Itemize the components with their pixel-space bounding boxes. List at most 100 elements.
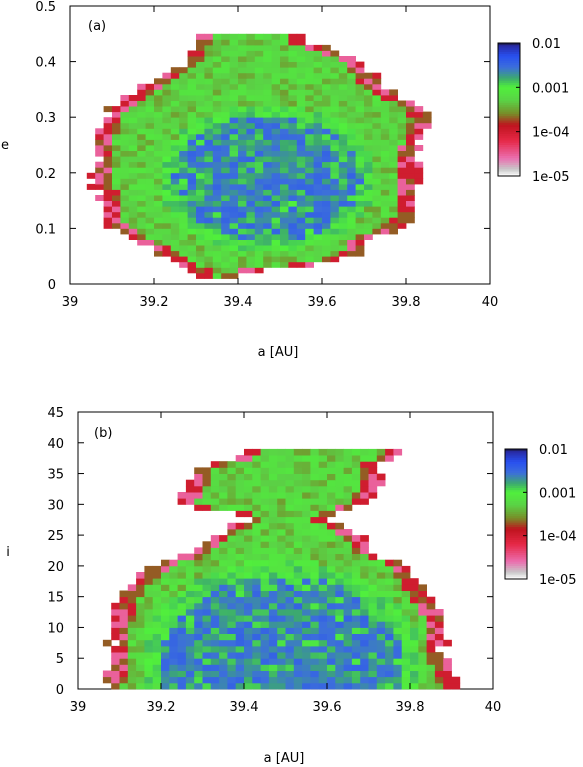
colorbar-segment xyxy=(498,109,520,113)
heatmap-cell xyxy=(280,217,289,224)
heatmap-cell xyxy=(355,172,365,179)
heatmap-cell xyxy=(152,664,162,671)
heatmap-cell xyxy=(268,479,278,487)
colorbar-segment xyxy=(505,529,527,532)
colorbar-segment xyxy=(505,540,527,543)
heatmap-cell xyxy=(313,211,323,218)
heatmap-cell xyxy=(187,256,197,263)
heatmap-cell xyxy=(154,239,163,246)
heatmap-cell xyxy=(351,565,361,573)
heatmap-cell xyxy=(410,621,419,628)
colorbar-segment xyxy=(498,116,520,119)
heatmap-cell xyxy=(161,596,170,604)
heatmap-cell xyxy=(170,222,180,229)
heatmap-cell xyxy=(252,676,261,684)
heatmap-cell xyxy=(327,670,336,678)
heatmap-cell xyxy=(219,621,228,628)
heatmap-cell xyxy=(285,541,295,548)
heatmap-cell xyxy=(368,572,378,579)
heatmap-cell xyxy=(318,682,328,690)
heatmap-cell xyxy=(246,106,256,113)
heatmap-cell xyxy=(246,83,256,90)
heatmap-cell xyxy=(254,156,264,163)
heatmap-cell xyxy=(263,234,272,240)
heatmap-cell xyxy=(128,145,138,151)
heatmap-cell xyxy=(86,183,96,190)
heatmap-cell xyxy=(145,145,155,151)
heatmap-cell xyxy=(343,553,353,561)
heatmap-cell xyxy=(426,645,436,653)
heatmap-cell xyxy=(313,139,323,146)
heatmap-cell xyxy=(271,211,281,218)
heatmap-cell xyxy=(277,529,286,536)
heatmap-cell xyxy=(376,645,386,653)
heatmap-cell xyxy=(343,590,353,598)
heatmap-cell xyxy=(127,602,137,610)
heatmap-cell xyxy=(112,156,121,163)
heatmap-cell xyxy=(154,117,163,124)
heatmap-cell xyxy=(177,670,187,678)
heatmap-cell xyxy=(136,682,145,690)
heatmap-cell xyxy=(169,590,178,598)
heatmap-cell xyxy=(254,256,264,263)
heatmap-cell xyxy=(154,178,163,185)
heatmap-cell xyxy=(305,50,314,57)
heatmap-cell xyxy=(347,89,356,96)
heatmap-cell xyxy=(305,189,314,196)
heatmap-cell xyxy=(310,645,320,653)
heatmap-cell xyxy=(244,578,253,585)
heatmap-cell xyxy=(296,39,306,46)
heatmap-cell xyxy=(260,448,270,456)
heatmap-cell xyxy=(170,111,180,118)
heatmap-cell xyxy=(280,61,289,68)
heatmap-cell xyxy=(310,479,320,487)
heatmap-cell xyxy=(277,547,286,554)
heatmap-cell xyxy=(280,183,289,190)
heatmap-cell xyxy=(389,117,398,124)
heatmap-cell xyxy=(380,200,390,207)
heatmap-cell xyxy=(296,234,306,240)
heatmap-cell xyxy=(210,627,220,634)
heatmap-cell xyxy=(364,145,373,151)
heatmap-cell xyxy=(196,228,205,235)
heatmap-cell xyxy=(376,596,386,604)
colorbar-segment xyxy=(505,494,527,498)
heatmap-cell xyxy=(185,602,195,610)
heatmap-cell xyxy=(302,584,311,591)
heatmap-cell xyxy=(313,234,323,240)
heatmap-cell xyxy=(260,676,270,684)
heatmap-cell xyxy=(335,535,344,542)
heatmap-cell xyxy=(227,639,237,647)
colorbar-segment xyxy=(498,120,520,124)
heatmap-cell xyxy=(112,178,121,185)
heatmap-cell xyxy=(338,178,348,185)
heatmap-cell xyxy=(238,89,247,96)
heatmap-cell xyxy=(169,645,178,653)
heatmap-cell xyxy=(277,522,286,530)
heatmap-cell xyxy=(288,172,298,179)
heatmap-cell xyxy=(397,200,407,207)
heatmap-cell xyxy=(327,461,336,468)
heatmap-cell xyxy=(293,652,303,659)
heatmap-cell xyxy=(318,621,328,628)
heatmap-cell xyxy=(196,100,205,107)
heatmap-cell xyxy=(277,510,286,518)
heatmap-cell xyxy=(330,167,340,174)
colorbar-segment xyxy=(498,76,520,79)
heatmap-cell xyxy=(277,565,286,573)
heatmap-cell xyxy=(322,256,331,263)
colorbar-segment xyxy=(505,457,527,461)
heatmap-cell xyxy=(343,572,353,579)
heatmap-cell xyxy=(252,535,261,542)
heatmap-cell xyxy=(277,633,286,641)
heatmap-cell xyxy=(263,117,272,124)
heatmap-cell xyxy=(360,645,369,653)
heatmap-cell xyxy=(355,72,365,79)
heatmap-cell xyxy=(144,621,154,628)
heatmap-cell xyxy=(179,222,188,229)
heatmap-cell xyxy=(187,95,197,101)
heatmap-cell xyxy=(397,206,407,213)
colorbar-segment xyxy=(505,490,527,493)
heatmap-cell xyxy=(112,111,121,118)
heatmap-cell xyxy=(293,448,303,456)
